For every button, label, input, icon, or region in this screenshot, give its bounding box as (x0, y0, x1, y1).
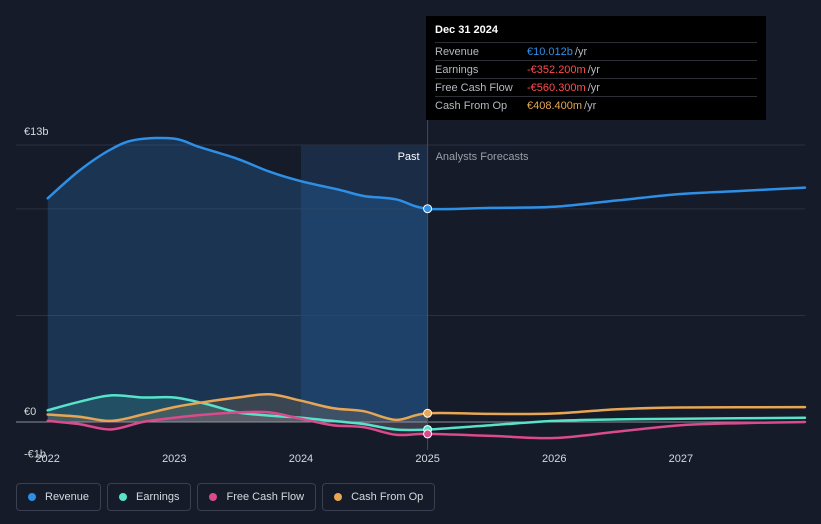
tooltip-row-revenue: Revenue €10.012b /yr (435, 42, 757, 60)
chart-legend: Revenue Earnings Free Cash Flow Cash Fro… (16, 483, 436, 511)
tooltip-unit: /yr (587, 81, 600, 94)
tooltip-unit: /yr (587, 63, 600, 76)
tooltip-date: Dec 31 2024 (435, 24, 498, 36)
legend-item-earnings[interactable]: Earnings (107, 483, 192, 511)
legend-label: Free Cash Flow (226, 491, 305, 503)
legend-dot-icon (209, 493, 218, 501)
tooltip-label: Revenue (435, 45, 480, 58)
tooltip-value: -€352.200m (527, 63, 586, 76)
tooltip-unit: /yr (584, 99, 597, 112)
grid-lines (16, 120, 805, 450)
x-tick-label: 2025 (415, 453, 439, 465)
y-tick-label: €0 (24, 406, 36, 418)
tooltip-row-free-cash-flow: Free Cash Flow -€560.300m /yr (435, 78, 757, 96)
point-revenue (423, 204, 433, 214)
point-free-cash-flow (423, 429, 433, 439)
tooltip-unit: /yr (574, 45, 588, 58)
tooltip-value: €10.012b (527, 45, 573, 58)
hover-tooltip: Dec 31 2024 Revenue €10.012b /yr Earning… (426, 16, 766, 120)
past-highlight-band (300, 145, 428, 422)
legend-item-revenue[interactable]: Revenue (16, 483, 102, 511)
forecast-label: Analysts Forecasts (436, 151, 529, 163)
legend-dot-icon (119, 493, 128, 501)
line-free-cash-flow (46, 410, 807, 440)
legend-item-cash-from-op[interactable]: Cash From Op (322, 483, 436, 511)
tooltip-row-cash-from-op: Cash From Op €408.400m /yr (435, 96, 757, 114)
line-cash-from-op (46, 392, 807, 423)
tooltip-label: Free Cash Flow (435, 81, 513, 94)
series-lines (46, 136, 807, 440)
legend-dot-icon (28, 493, 36, 501)
legend-dot-icon (334, 493, 343, 501)
legend-label: Earnings (136, 491, 180, 503)
series-markers (423, 204, 433, 439)
legend-label: Revenue (45, 491, 90, 503)
line-earnings (46, 394, 807, 432)
area-revenue (47, 137, 428, 422)
legend-label: Cash From Op (351, 491, 424, 503)
x-tick-label: 2027 (669, 453, 693, 465)
tooltip-value: €408.400m (527, 99, 583, 112)
y-tick-label: €13b (24, 126, 48, 138)
tooltip-label: Cash From Op (435, 99, 508, 112)
line-revenue (46, 136, 807, 211)
tooltip-row-earnings: Earnings -€352.200m /yr (435, 60, 757, 78)
tooltip-label: Earnings (435, 63, 479, 76)
tooltip-value: -€560.300m (527, 81, 586, 94)
y-tick-label: -€1b (24, 448, 46, 460)
legend-item-free-cash-flow[interactable]: Free Cash Flow (197, 483, 317, 511)
point-cash-from-op (423, 408, 433, 418)
past-label: Past (398, 151, 420, 163)
x-tick-label: 2024 (289, 453, 313, 465)
x-tick-label: 2022 (35, 453, 59, 465)
x-tick-label: 2026 (542, 453, 566, 465)
x-tick-label: 2023 (162, 453, 186, 465)
